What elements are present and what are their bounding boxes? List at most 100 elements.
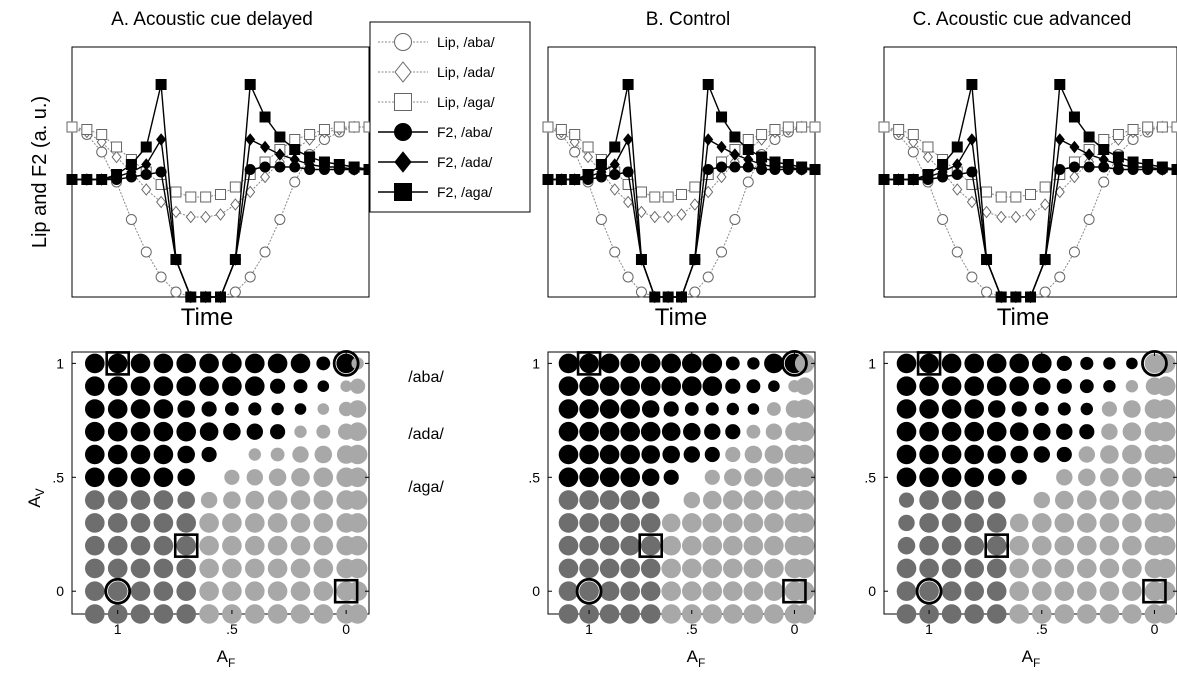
response-dot-aba bbox=[199, 353, 219, 374]
response-dot-ada bbox=[176, 535, 196, 556]
response-dot-ada bbox=[107, 581, 128, 601]
response-dot-aba bbox=[248, 402, 262, 416]
response-dot-aga bbox=[1054, 581, 1075, 601]
response-dot-aga bbox=[1032, 581, 1052, 601]
legend: Lip, /aba/Lip, /ada/Lip, /aga/F2, /aba/F… bbox=[369, 21, 531, 213]
stimulus-circle-marker bbox=[575, 577, 603, 605]
response-dot-ada bbox=[919, 581, 939, 601]
response-dot-aba bbox=[896, 421, 917, 442]
data-point-f2-aga bbox=[304, 151, 316, 163]
response-dot-aga bbox=[764, 513, 784, 533]
response-dot-aba bbox=[107, 444, 128, 465]
response-dot-aba bbox=[702, 376, 723, 397]
data-point-f2-aga bbox=[662, 291, 674, 303]
data-point-f2-aba bbox=[244, 164, 256, 175]
response-dot-aga bbox=[795, 377, 814, 395]
data-point-lip-ada bbox=[200, 210, 211, 224]
data-point-f2-aga bbox=[809, 164, 821, 175]
response-dot-aga bbox=[1101, 423, 1118, 440]
response-dot-ada bbox=[153, 581, 174, 601]
bottom-xlabel-c-main: A bbox=[1022, 647, 1034, 666]
syllable-label-aga: /aga/ bbox=[408, 479, 444, 496]
x-tick-label: 1 bbox=[114, 621, 122, 637]
response-dot-aga bbox=[222, 513, 242, 533]
response-dot-aba bbox=[641, 400, 660, 418]
response-dot-aga bbox=[744, 468, 763, 487]
stimulus-circle-marker bbox=[1141, 349, 1168, 377]
response-dot-aba bbox=[558, 444, 579, 465]
response-dot-aga bbox=[200, 491, 218, 509]
response-dot-aga bbox=[267, 581, 288, 601]
response-dot-aga bbox=[222, 581, 242, 601]
response-dot-ada bbox=[130, 535, 151, 556]
data-point-f2-aba bbox=[622, 166, 634, 178]
data-point-lip-aga bbox=[1039, 181, 1051, 193]
response-dot-aga bbox=[1077, 604, 1097, 624]
top-xlabel-c: Time bbox=[997, 304, 1049, 331]
data-point-f2-aga bbox=[200, 291, 212, 303]
response-dot-aba bbox=[153, 444, 174, 465]
response-dot-aga bbox=[1100, 468, 1119, 487]
response-dot-aba bbox=[941, 444, 962, 465]
response-dot-aba bbox=[153, 376, 174, 397]
data-point-lip-ada bbox=[663, 210, 674, 224]
y-tick-label: 0 bbox=[532, 583, 540, 599]
response-dot-aga bbox=[1055, 490, 1074, 510]
response-dot-aga bbox=[1155, 399, 1176, 419]
response-dot-aga bbox=[794, 467, 815, 488]
response-dot-aba bbox=[85, 467, 105, 488]
response-dot-ada bbox=[85, 581, 105, 601]
response-dot-aba bbox=[316, 356, 331, 371]
response-dot-aba bbox=[176, 353, 196, 374]
data-point-lip-aba bbox=[702, 271, 714, 283]
data-point-lip-aga bbox=[555, 124, 567, 135]
data-point-lip-aga bbox=[155, 179, 167, 190]
data-point-lip-aba bbox=[742, 176, 754, 188]
data-point-lip-aga bbox=[622, 179, 634, 190]
data-point-f2-aba bbox=[274, 161, 286, 173]
data-point-f2-aga bbox=[1112, 151, 1124, 163]
response-dot-aba bbox=[620, 376, 640, 397]
data-point-f2-aga bbox=[96, 174, 108, 185]
data-point-lip-aba bbox=[140, 246, 152, 258]
data-point-f2-ada bbox=[274, 148, 285, 161]
response-dot-ada bbox=[85, 558, 105, 579]
response-dot-aga bbox=[702, 535, 723, 556]
data-point-lip-aga bbox=[348, 121, 360, 133]
data-point-f2-aga bbox=[125, 159, 137, 170]
data-point-f2-aba bbox=[1083, 161, 1095, 173]
x-tick-label: 1 bbox=[925, 621, 933, 637]
response-dot-aga bbox=[661, 513, 681, 533]
response-dot-ada bbox=[941, 535, 962, 556]
response-dot-aga bbox=[743, 490, 764, 510]
panel-title-b: B. Control bbox=[646, 9, 730, 30]
top-plot-c bbox=[878, 79, 1177, 304]
response-dot-aba bbox=[747, 403, 760, 415]
response-dot-aba bbox=[270, 424, 286, 440]
response-dot-aga bbox=[350, 378, 366, 394]
data-point-lip-aba bbox=[981, 286, 993, 298]
data-point-lip-aga bbox=[582, 141, 594, 153]
data-point-f2-aga bbox=[878, 174, 890, 185]
stimulus-circle-marker bbox=[781, 349, 808, 377]
stimulus-square-marker bbox=[638, 533, 663, 558]
response-dot-aba bbox=[85, 399, 105, 419]
response-dot-ada bbox=[153, 558, 174, 579]
data-point-f2-aga bbox=[649, 291, 661, 303]
data-point-f2-aba bbox=[155, 166, 167, 178]
response-dot-aga bbox=[292, 446, 309, 463]
response-dot-aba bbox=[245, 353, 265, 374]
response-dot-aba bbox=[107, 399, 128, 419]
response-dot-aba bbox=[176, 421, 196, 442]
response-dot-aba bbox=[640, 421, 661, 442]
response-dot-aga bbox=[245, 604, 265, 624]
response-dot-aba bbox=[919, 467, 939, 488]
data-point-f2-ada bbox=[1113, 158, 1124, 171]
response-dot-aba bbox=[1126, 357, 1138, 370]
response-dot-aba bbox=[662, 445, 680, 464]
data-point-f2-aga bbox=[569, 174, 581, 185]
response-dot-aga bbox=[794, 421, 815, 442]
response-dot-aba bbox=[579, 421, 599, 442]
response-dot-aba bbox=[663, 401, 679, 417]
response-dot-aba bbox=[199, 376, 219, 397]
